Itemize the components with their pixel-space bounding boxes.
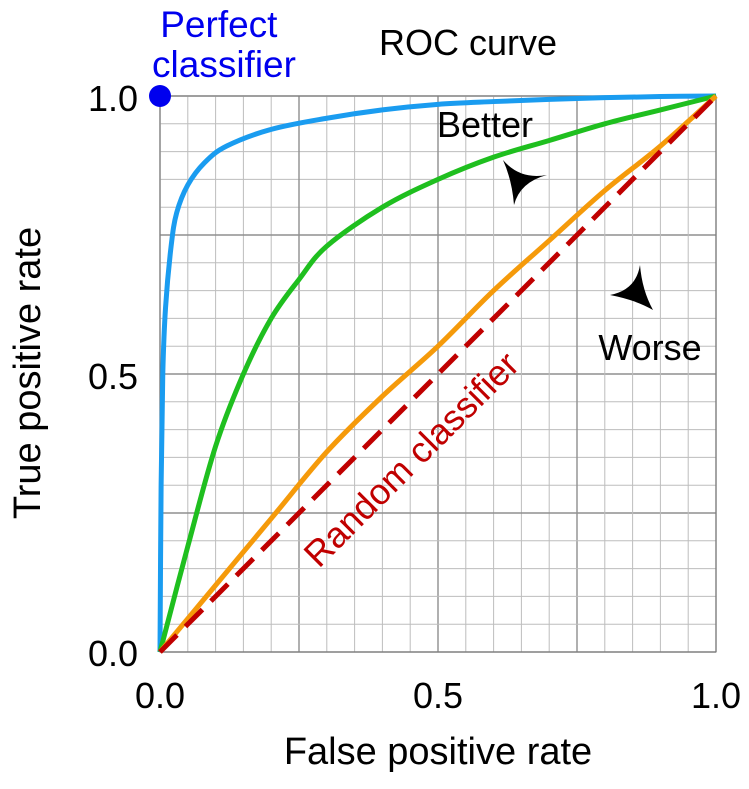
worse-arrow-icon (610, 265, 653, 310)
grid (159, 95, 717, 653)
better-arrow-icon (503, 160, 547, 205)
random-classifier-label: Random classifier (296, 344, 527, 575)
roc-curve-green (157, 93, 717, 653)
x-tick-label: 1.0 (691, 675, 741, 716)
x-tick-label: 0.5 (413, 675, 463, 716)
x-axis-label: False positive rate (284, 731, 592, 773)
series-layer (157, 93, 718, 654)
y-tick-label: 1.0 (88, 78, 138, 119)
perfect-classifier-point (149, 85, 171, 107)
x-tick-label: 0.0 (135, 675, 185, 716)
roc-curve-blue (157, 93, 717, 653)
plot-frame (159, 95, 717, 653)
perfect-classifier-label: Perfect classifier (152, 4, 296, 85)
y-tick-label: 0.5 (88, 356, 138, 397)
chart-title: ROC curve (379, 22, 557, 63)
y-tick-label: 0.0 (88, 633, 138, 674)
roc-curve-orange (158, 94, 718, 654)
better-label: Better (437, 104, 533, 145)
y-axis-label: True positive rate (7, 227, 49, 519)
worse-label: Worse (598, 327, 701, 368)
random-classifier-line (158, 94, 718, 654)
